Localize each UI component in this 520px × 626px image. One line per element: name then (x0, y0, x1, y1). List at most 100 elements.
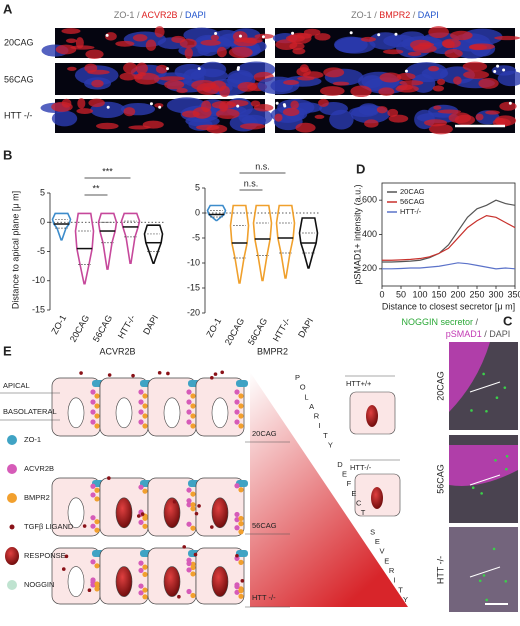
acvr2b (90, 483, 96, 489)
receptor-stain (88, 98, 105, 108)
x-tick-label: 250 (469, 289, 484, 299)
acvr2b (90, 419, 96, 425)
group-label: ACVR2B (99, 346, 135, 356)
acvr2b (138, 484, 144, 490)
nucleus-stain (183, 27, 220, 43)
nucleus-stain (361, 75, 383, 88)
acvr2b (234, 409, 240, 415)
zo1-stain (149, 102, 153, 106)
row-label: 56CAG (435, 464, 445, 494)
bmpr2 (190, 413, 196, 419)
bmpr2 (238, 593, 244, 599)
ligand (82, 524, 87, 528)
row-label: 20CAG (4, 37, 34, 47)
bmpr2 (94, 496, 100, 502)
y-axis-label: pSMAD1+ intensity (a.u.) (352, 184, 362, 284)
acvr2b (138, 583, 144, 589)
zo1-stain (502, 68, 506, 72)
bmpr2 (190, 393, 196, 399)
acvr2b (186, 567, 192, 573)
receptor-stain (296, 67, 311, 77)
ligand (210, 525, 214, 529)
receptor-stain (332, 81, 350, 86)
secretor (495, 396, 499, 400)
bmpr2 (190, 506, 196, 512)
x-tick-label: HTT-/- (116, 313, 137, 340)
ligand (177, 594, 181, 599)
y-tick-label: -20 (187, 307, 200, 317)
receptor-stain (285, 34, 305, 43)
bmpr2 (238, 515, 244, 522)
bmpr2 (94, 527, 100, 533)
bmpr2 (190, 525, 196, 531)
y-tick-label: -10 (32, 275, 45, 285)
nucleus-stain (399, 31, 425, 43)
x-tick-label: 100 (412, 289, 427, 299)
secretor (482, 574, 486, 577)
line (382, 214, 516, 261)
legend-label: HTT-/- (400, 207, 422, 216)
x-tick-label: ZO-1 (204, 316, 223, 339)
line (382, 262, 516, 270)
bmpr2 (94, 586, 100, 592)
header-part: / (137, 10, 140, 20)
bmpr2 (238, 559, 244, 565)
y-tick-label: 600 (362, 195, 377, 205)
acvr2b (90, 409, 96, 415)
legend-icon (7, 580, 17, 590)
receptor-stain (450, 30, 473, 41)
secretor (471, 486, 475, 490)
row-label: HTT -/- (252, 593, 276, 602)
violin (143, 224, 164, 265)
receptor-stain (433, 105, 442, 110)
zo1-stain (508, 101, 512, 105)
receptor-stain (437, 78, 446, 86)
acvr2b (186, 588, 192, 595)
legend-icon (9, 524, 15, 530)
response-nucleus (371, 487, 383, 509)
x-tick-label: HTT-/- (271, 316, 292, 343)
receptor-stain (228, 46, 253, 59)
receptor-stain (206, 124, 228, 134)
acvr2b (138, 590, 144, 596)
bmpr2 (190, 491, 196, 497)
bmpr2 (142, 403, 148, 409)
secretor (485, 409, 488, 413)
receptor-stain (428, 26, 449, 39)
bmpr2 (94, 519, 100, 525)
receptor-stain (164, 80, 185, 90)
receptor-stain (453, 76, 462, 85)
pSMAD1-region (449, 445, 518, 486)
receptor-stain (218, 101, 229, 112)
acvr2b (234, 525, 240, 531)
receptor-stain (275, 39, 298, 50)
acvr2b (234, 589, 240, 595)
zo1-stain (496, 64, 500, 68)
significance-label: ** (92, 183, 100, 193)
acvr2b (90, 582, 96, 588)
secretor (470, 409, 473, 412)
header-part: ZO-1 (114, 10, 135, 20)
acvr2b (186, 560, 192, 567)
secretor (494, 458, 497, 462)
ligand (235, 553, 239, 558)
acvr2b (234, 399, 240, 405)
receptor-stain (65, 38, 77, 44)
acvr2b (90, 399, 96, 405)
receptor-stain (499, 101, 517, 111)
header-part: NOGGIN secretor (401, 317, 473, 327)
receptor-stain (418, 42, 435, 47)
receptor-stain (323, 67, 345, 78)
bmpr2 (142, 393, 148, 399)
acvr2b (90, 577, 96, 583)
ligand (107, 373, 112, 377)
receptor-stain (274, 113, 283, 122)
receptor-stain (85, 49, 104, 59)
row-label: HTT -/- (435, 556, 445, 584)
bmpr2 (94, 413, 100, 419)
receptor-stain (407, 51, 422, 56)
bmpr2 (190, 571, 196, 577)
secretor (505, 454, 509, 458)
receptor-stain (77, 98, 86, 109)
bmpr2 (94, 487, 100, 493)
